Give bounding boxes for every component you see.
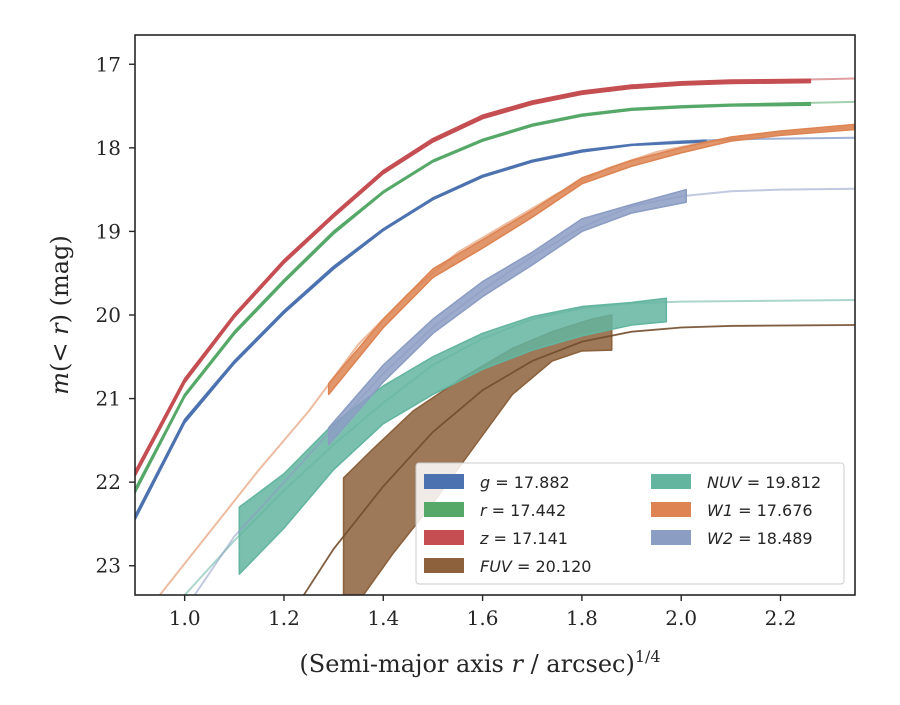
legend-label: r = 17.442 <box>480 501 566 520</box>
legend-item-fuv: FUV = 20.120 <box>424 557 591 576</box>
x-tick-label: 2.0 <box>665 606 697 630</box>
y-tick-label: 20 <box>96 303 121 327</box>
legend-frame <box>415 462 845 585</box>
legend-swatch <box>424 530 464 545</box>
legend-label: NUV = 19.812 <box>707 473 821 492</box>
legend-item-nuv: NUV = 19.812 <box>651 473 821 492</box>
y-tick-label: 23 <box>96 554 121 578</box>
y-axis-title: m(< r) (mag) <box>46 235 74 395</box>
y-tick-label: 18 <box>96 136 121 160</box>
y-tick-label: 22 <box>96 470 121 494</box>
legend-item-z: z = 17.141 <box>424 529 568 548</box>
series-w2 <box>193 187 855 595</box>
series-z <box>135 77 855 478</box>
legend-items: g = 17.882 r = 17.442 z = 17.141 FUV = 20.1… <box>424 473 821 576</box>
x-axis: 1.0 1.2 1.4 1.6 1.8 2.0 2.2 <box>169 595 797 630</box>
legend-label: z = 17.141 <box>479 529 568 548</box>
legend: g = 17.882 r = 17.442 z = 17.141 FUV = 20.1… <box>415 462 845 585</box>
legend-swatch <box>651 530 691 545</box>
legend-item-r: r = 17.442 <box>424 501 566 520</box>
y-tick-label: 17 <box>96 52 121 76</box>
x-tick-label: 1.8 <box>566 606 598 630</box>
series-z-band <box>135 78 812 478</box>
legend-label: g = 17.882 <box>480 473 570 492</box>
y-axis: 17 18 19 20 21 22 23 <box>96 52 135 578</box>
series-w1-band <box>327 123 855 396</box>
x-tick-label: 1.4 <box>367 606 399 630</box>
legend-label: W2 = 18.489 <box>707 529 813 548</box>
x-tick-label: 2.2 <box>765 606 797 630</box>
legend-label: W1 = 17.676 <box>707 501 813 520</box>
series-w2-band <box>327 188 688 446</box>
legend-item-g: g = 17.882 <box>424 473 570 492</box>
legend-swatch <box>424 558 464 573</box>
x-axis-title: (Semi-major axis r / arcsec)1/4 <box>299 647 660 678</box>
series-fuv-model-line-overlay <box>303 324 855 595</box>
legend-swatch <box>424 474 464 489</box>
series-w1 <box>159 123 855 595</box>
y-tick-label: 21 <box>96 387 121 411</box>
x-tick-label: 1.6 <box>467 606 499 630</box>
legend-swatch <box>651 474 691 489</box>
x-tick-label: 1.0 <box>169 606 201 630</box>
legend-item-w2: W2 = 18.489 <box>651 529 813 548</box>
series-layer <box>135 77 855 595</box>
series-r-band <box>135 101 812 494</box>
legend-swatch <box>651 502 691 517</box>
legend-swatch <box>424 502 464 517</box>
legend-item-w1: W1 = 17.676 <box>651 501 813 520</box>
legend-label: FUV = 20.120 <box>480 557 591 576</box>
series-r <box>135 100 855 494</box>
y-tick-label: 19 <box>96 219 121 243</box>
x-tick-label: 1.2 <box>268 606 300 630</box>
